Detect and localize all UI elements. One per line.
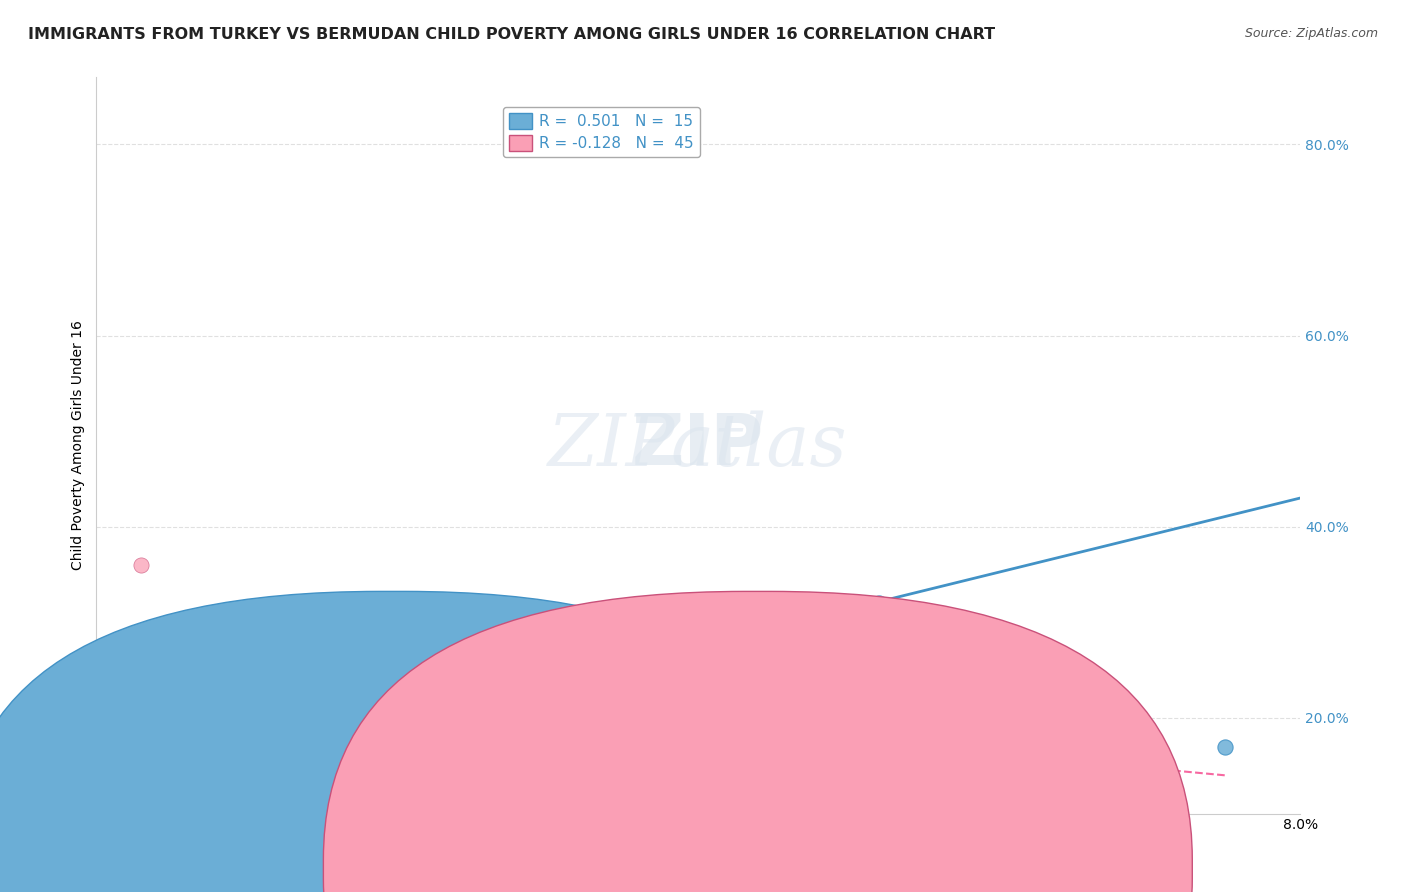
Point [1063, 654, 1085, 668]
Y-axis label: Child Poverty Among Girls Under 16: Child Poverty Among Girls Under 16 [72, 320, 86, 570]
Point [122, 644, 145, 658]
Point [957, 758, 980, 772]
Point [167, 749, 190, 764]
Point [1213, 739, 1236, 754]
Point [385, 654, 408, 668]
Point [190, 711, 212, 725]
Point [160, 749, 183, 764]
Point [91, 691, 114, 706]
Point [235, 634, 257, 648]
Point [356, 634, 378, 648]
Point [205, 797, 228, 811]
Point [197, 711, 219, 725]
Point [100, 778, 122, 792]
Point [868, 596, 890, 610]
Point [536, 749, 558, 764]
Point [174, 615, 197, 630]
Point [311, 768, 333, 782]
Point [219, 730, 242, 744]
Point [114, 749, 136, 764]
Point [160, 673, 183, 687]
Point [145, 721, 167, 735]
Text: Immigrants from Turkey: Immigrants from Turkey [409, 863, 575, 877]
Point [266, 701, 288, 715]
Point [212, 691, 235, 706]
Point [567, 730, 589, 744]
Text: ZIP: ZIP [631, 411, 763, 480]
Point [762, 711, 785, 725]
Point [107, 663, 129, 677]
Point [100, 711, 122, 725]
Point [401, 749, 423, 764]
Point [385, 691, 408, 706]
Point [138, 682, 160, 697]
Point [912, 749, 935, 764]
Point [205, 663, 228, 677]
Point [837, 673, 859, 687]
Text: Bermudans: Bermudans [804, 863, 883, 877]
Point [152, 634, 174, 648]
Point [612, 606, 634, 620]
Point [228, 721, 250, 735]
Point [129, 701, 152, 715]
Point [340, 654, 363, 668]
Point [416, 673, 439, 687]
Point [205, 758, 228, 772]
Point [325, 721, 347, 735]
Point [266, 739, 288, 754]
Point [461, 758, 484, 772]
Point [160, 654, 183, 668]
Point [295, 673, 318, 687]
Text: Source: ZipAtlas.com: Source: ZipAtlas.com [1244, 27, 1378, 40]
Point [280, 758, 302, 772]
Text: ZIPatlas: ZIPatlas [548, 410, 848, 481]
Point [311, 749, 333, 764]
Point [183, 739, 205, 754]
Point [129, 558, 152, 572]
Point [114, 730, 136, 744]
Point [219, 788, 242, 802]
Point [266, 701, 288, 715]
Point [190, 691, 212, 706]
Point [446, 749, 468, 764]
Point [235, 758, 257, 772]
Point [250, 673, 273, 687]
Legend: R =  0.501   N =  15, R = -0.128   N =  45: R = 0.501 N = 15, R = -0.128 N = 45 [503, 107, 700, 158]
Point [235, 691, 257, 706]
Point [475, 730, 498, 744]
Text: IMMIGRANTS FROM TURKEY VS BERMUDAN CHILD POVERTY AMONG GIRLS UNDER 16 CORRELATIO: IMMIGRANTS FROM TURKEY VS BERMUDAN CHILD… [28, 27, 995, 42]
Point [174, 634, 197, 648]
